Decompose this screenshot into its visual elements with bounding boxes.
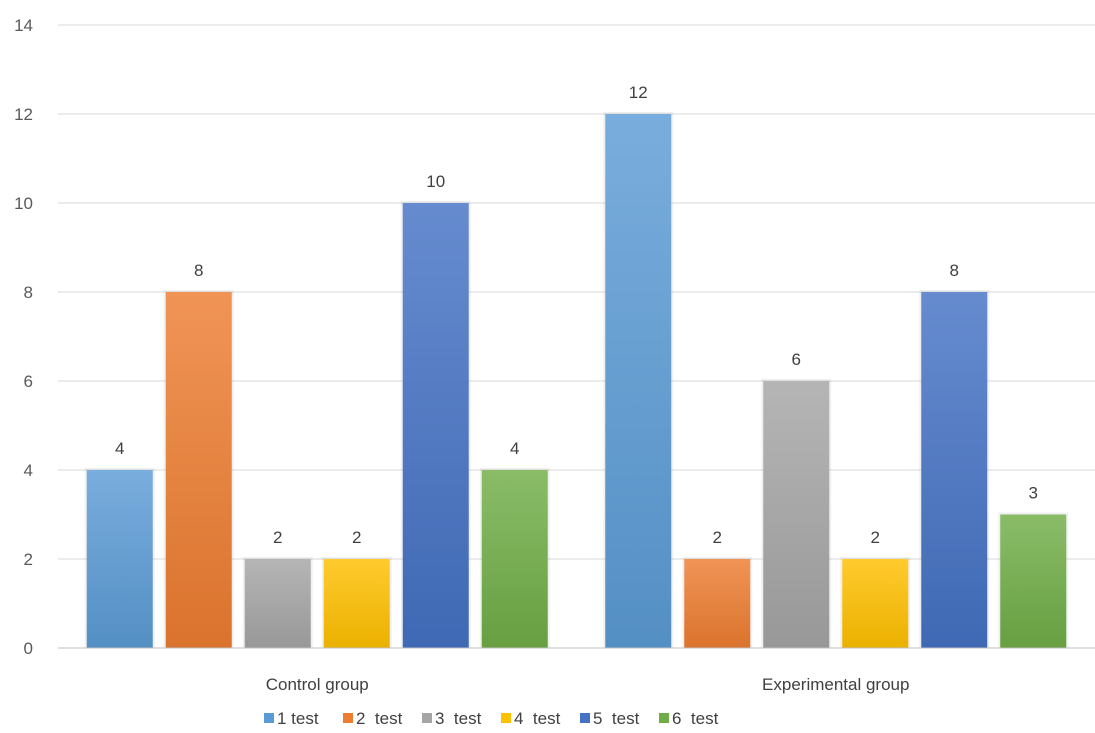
legend-label: 4 test: [514, 709, 561, 728]
bar: [842, 559, 909, 648]
data-label: 6: [792, 350, 801, 369]
legend-swatch: [264, 713, 274, 723]
data-label: 2: [352, 528, 361, 547]
bar: [684, 559, 751, 648]
y-tick-label: 6: [24, 372, 33, 391]
legend: 1 test 2 test 3 test 4 test 5 test 6 test: [264, 709, 719, 728]
legend-label: 2 test: [356, 709, 403, 728]
bar: [1000, 514, 1067, 648]
legend-label: 5 test: [593, 709, 640, 728]
bar: [605, 114, 672, 648]
bar: [402, 203, 469, 648]
x-tick-label: Control group: [266, 675, 369, 694]
bar: [244, 559, 311, 648]
data-labels: 4 8 2 2 10 4 12 2 6 2 8 3: [115, 83, 1038, 547]
y-tick-label: 12: [14, 105, 33, 124]
bar: [481, 470, 548, 648]
data-label: 10: [426, 172, 445, 191]
y-tick-label: 0: [24, 639, 33, 658]
axes: 0 2 4 6 8 10 12 14 Control group Experimental gro…: [14, 16, 1095, 694]
y-tick-label: 8: [24, 283, 33, 302]
legend-label: 3 test: [435, 709, 482, 728]
data-label: 3: [1029, 484, 1038, 503]
legend-swatch: [659, 713, 669, 723]
data-label: 8: [194, 261, 203, 280]
legend-label: 6 test: [672, 709, 719, 728]
bar: [86, 470, 153, 648]
y-tick-label: 4: [24, 461, 33, 480]
bar: [323, 559, 390, 648]
data-label: 2: [713, 528, 722, 547]
data-label: 4: [115, 439, 124, 458]
data-label: 4: [510, 439, 519, 458]
legend-label: 1 test: [277, 709, 319, 728]
legend-swatch: [580, 713, 590, 723]
data-label: 2: [273, 528, 282, 547]
data-label: 8: [950, 261, 959, 280]
data-label: 12: [629, 83, 648, 102]
bars: [84, 112, 1069, 648]
bar: [165, 292, 232, 648]
data-label: 2: [871, 528, 880, 547]
legend-swatch: [422, 713, 432, 723]
bar: [921, 292, 988, 648]
y-tick-label: 2: [24, 550, 33, 569]
legend-swatch: [343, 713, 353, 723]
legend-swatch: [501, 713, 511, 723]
x-tick-label: Experimental group: [762, 675, 909, 694]
y-tick-label: 14: [14, 16, 33, 35]
bar: [763, 381, 830, 648]
y-tick-label: 10: [14, 194, 33, 213]
